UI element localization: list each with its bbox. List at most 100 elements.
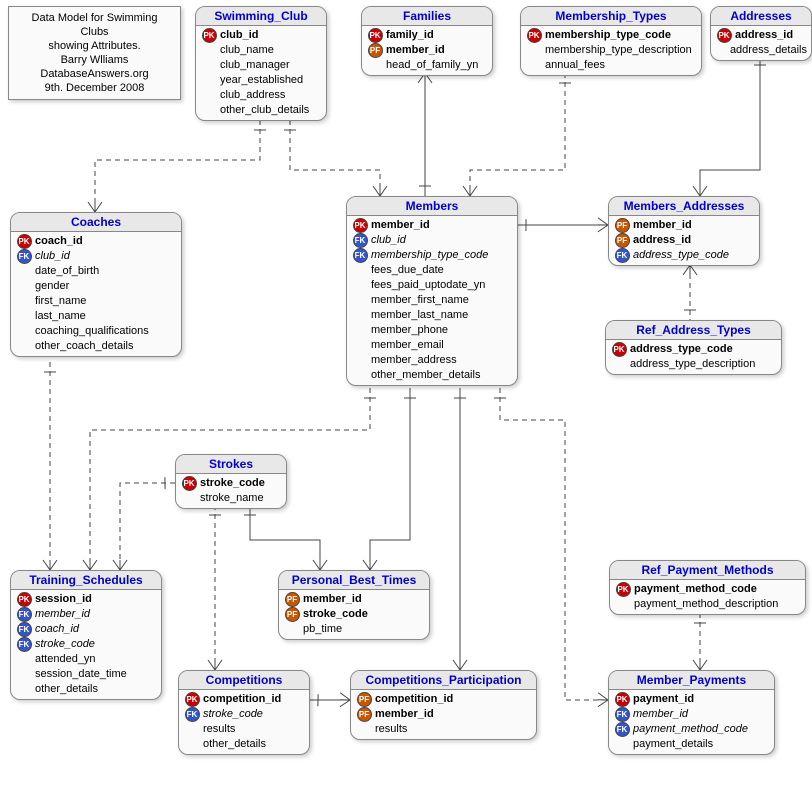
info-line: DatabaseAnswers.org — [17, 67, 172, 81]
attribute-name: results — [201, 722, 235, 737]
entity-body: PKfamily_idPFmember_idhead_of_family_yn — [362, 26, 492, 75]
attribute-name: address_type_description — [628, 357, 755, 372]
attribute-row: PFaddress_id — [613, 233, 755, 248]
pk-badge-icon: PK — [616, 582, 631, 597]
pf-badge-icon: PF — [368, 43, 383, 58]
attribute-name: club_name — [218, 43, 274, 58]
attribute-row: year_established — [200, 73, 322, 88]
key-column: PF — [283, 607, 301, 622]
connector-line — [470, 73, 565, 196]
entity-families: FamiliesPKfamily_idPFmember_idhead_of_fa… — [361, 6, 493, 76]
connector-line — [290, 120, 380, 196]
attribute-name: address_type_code — [631, 248, 729, 263]
attribute-row: other_coach_details — [15, 339, 177, 354]
attribute-row: PFmember_id — [613, 218, 755, 233]
attribute-name: address_details — [728, 43, 807, 58]
attribute-row: other_member_details — [351, 368, 513, 383]
attribute-row: PKstroke_code — [180, 476, 282, 491]
info-line: Barry Wlliams — [17, 53, 172, 67]
entity-title: Membership_Types — [521, 7, 701, 26]
key-column: PK — [15, 592, 33, 607]
key-column: PF — [366, 43, 384, 58]
attribute-row: PKcoach_id — [15, 234, 177, 249]
entity-body: PFmember_idPFaddress_idFKaddress_type_co… — [609, 216, 759, 265]
attribute-name: results — [373, 722, 407, 737]
attribute-row: other_details — [183, 737, 305, 752]
key-column: FK — [15, 622, 33, 637]
entity-title: Strokes — [176, 455, 286, 474]
entity-title: Competitions — [179, 671, 309, 690]
entity-competitions: CompetitionsPKcompetition_idFKstroke_cod… — [178, 670, 310, 755]
attribute-row: payment_method_description — [614, 597, 801, 612]
pk-badge-icon: PK — [185, 692, 200, 707]
entity-addresses: AddressesPKaddress_idaddress_details — [710, 6, 812, 61]
entity-personal_best_times: Personal_Best_TimesPFmember_idPFstroke_c… — [278, 570, 430, 640]
attribute-row: date_of_birth — [15, 264, 177, 279]
entity-ref_payment_methods: Ref_Payment_Methods PKpayment_method_code… — [609, 560, 806, 615]
pk-badge-icon: PK — [717, 28, 732, 43]
attribute-name: session_id — [33, 592, 92, 607]
attribute-name: other_coach_details — [33, 339, 133, 354]
attribute-name: payment_method_code — [632, 582, 757, 597]
entity-coaches: CoachesPKcoach_idFKclub_iddate_of_birthg… — [10, 212, 182, 357]
attribute-row: PKfamily_id — [366, 28, 488, 43]
attribute-row: last_name — [15, 309, 177, 324]
key-column: PK — [200, 28, 218, 43]
info-box: Data Model for Swimming Clubs showing At… — [8, 6, 181, 100]
attribute-row: results — [355, 722, 532, 737]
pf-badge-icon: PF — [285, 607, 300, 622]
attribute-name: club_manager — [218, 58, 290, 73]
attribute-row: member_address — [351, 353, 513, 368]
key-column: PK — [610, 342, 628, 357]
info-line: Data Model for Swimming Clubs — [17, 11, 172, 39]
attribute-name: member_id — [384, 43, 445, 58]
key-column: FK — [15, 637, 33, 652]
entity-member_payments: Member_PaymentsPKpayment_idFKmember_idFK… — [608, 670, 775, 755]
attribute-row: FKmembership_type_code — [351, 248, 513, 263]
key-column: FK — [613, 248, 631, 263]
attribute-name: member_email — [369, 338, 444, 353]
attribute-name: address_id — [631, 233, 691, 248]
info-line: showing Attributes. — [17, 39, 172, 53]
key-column: PF — [613, 233, 631, 248]
attribute-name: stroke_name — [198, 491, 264, 506]
connector-line — [250, 505, 320, 570]
attribute-name: membership_type_code — [369, 248, 488, 263]
attribute-row: PFcompetition_id — [355, 692, 532, 707]
entity-body: PKmembership_type_codemembership_type_de… — [521, 26, 701, 75]
key-column: FK — [613, 707, 631, 722]
attribute-name: stroke_code — [201, 707, 263, 722]
attribute-row: PKaddress_type_code — [610, 342, 777, 357]
entity-body: PKclub_idclub_nameclub_manageryear_estab… — [196, 26, 326, 120]
attribute-name: date_of_birth — [33, 264, 99, 279]
fk-badge-icon: FK — [615, 722, 630, 737]
connector-line — [700, 55, 760, 196]
attribute-row: FKstroke_code — [15, 637, 157, 652]
attribute-row: PFmember_id — [355, 707, 532, 722]
pf-badge-icon: PF — [357, 707, 372, 722]
attribute-row: PKmember_id — [351, 218, 513, 233]
pf-badge-icon: PF — [357, 692, 372, 707]
attribute-name: attended_yn — [33, 652, 96, 667]
attribute-name: coaching_qualifications — [33, 324, 149, 339]
key-column: PK — [180, 476, 198, 491]
attribute-name: membership_type_code — [543, 28, 671, 43]
fk-badge-icon: FK — [185, 707, 200, 722]
attribute-row: gender — [15, 279, 177, 294]
attribute-row: PKsession_id — [15, 592, 157, 607]
attribute-row: FKclub_id — [15, 249, 177, 264]
attribute-name: address_type_code — [628, 342, 733, 357]
fk-badge-icon: FK — [17, 622, 32, 637]
attribute-name: payment_method_description — [632, 597, 778, 612]
pk-badge-icon: PK — [202, 28, 217, 43]
attribute-name: club_address — [218, 88, 285, 103]
attribute-row: PFmember_id — [283, 592, 425, 607]
key-column: PK — [525, 28, 543, 43]
pk-badge-icon: PK — [17, 592, 32, 607]
attribute-name: other_details — [33, 682, 98, 697]
entity-ref_address_types: Ref_Address_TypesPKaddress_type_codeaddr… — [605, 320, 782, 375]
attribute-row: FKmember_id — [15, 607, 157, 622]
key-column: PF — [283, 592, 301, 607]
entity-swimming_club: Swimming_ClubPKclub_idclub_nameclub_mana… — [195, 6, 327, 121]
entity-title: Ref_Payment_Methods — [610, 561, 805, 580]
